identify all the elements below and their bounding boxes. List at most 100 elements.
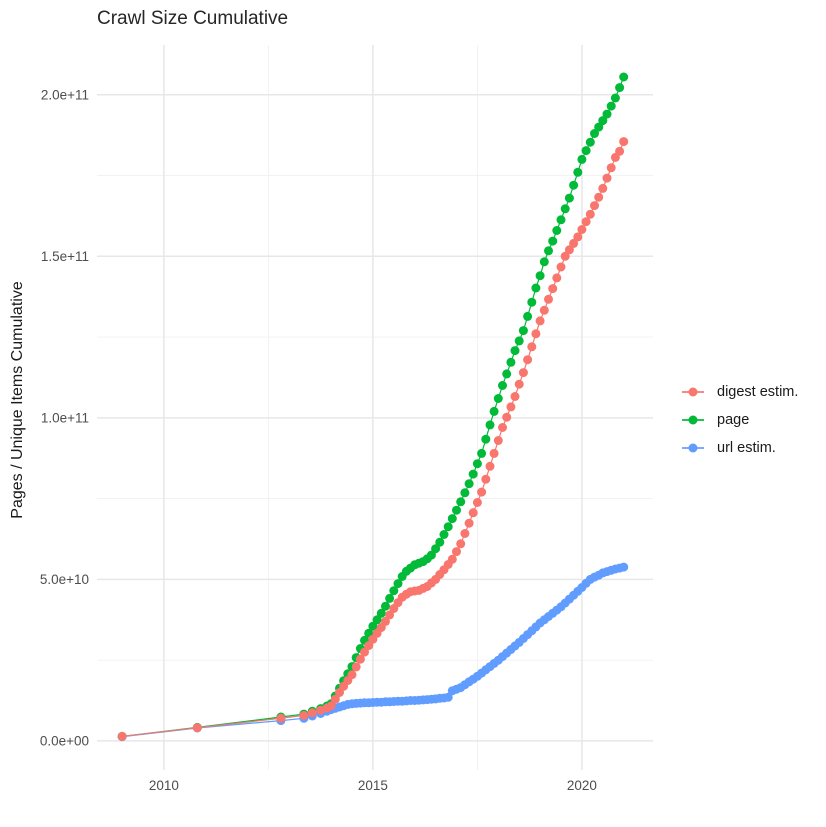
data-point-page — [439, 530, 449, 539]
legend-item-url-estim: url estim. — [682, 434, 798, 462]
data-point-page — [518, 326, 528, 336]
data-point-page — [393, 579, 403, 589]
data-point-page — [531, 283, 541, 293]
data-point-digest-estim — [523, 355, 533, 365]
data-point-digest-estim — [564, 245, 574, 255]
data-point-digest-estim — [468, 508, 478, 518]
x-tick-label: 2020 — [567, 778, 597, 793]
data-point-digest-estim — [539, 305, 549, 315]
data-point-page — [498, 381, 507, 390]
data-point-page — [594, 122, 604, 132]
data-point-page — [443, 522, 453, 532]
data-point-digest-estim — [577, 225, 587, 234]
data-point-digest-estim — [456, 539, 466, 549]
data-point-page — [573, 167, 583, 177]
data-point-page — [376, 608, 386, 618]
data-point-page — [581, 146, 591, 156]
data-point-page — [468, 469, 478, 479]
y-tick-label: 0.0e+00 — [40, 733, 89, 748]
data-point-digest-estim — [619, 137, 629, 147]
data-point-digest-estim — [276, 713, 286, 723]
data-point-digest-estim — [485, 461, 495, 471]
data-point-digest-estim — [615, 146, 625, 156]
data-point-digest-estim — [347, 670, 357, 680]
data-point-page — [481, 434, 491, 444]
data-point-page — [552, 226, 562, 235]
data-point-page — [431, 544, 441, 554]
data-point-digest-estim — [330, 694, 340, 704]
data-point-page — [523, 311, 533, 321]
data-point-url-estim — [619, 562, 629, 572]
legend-item-page: page — [682, 406, 798, 434]
y-tick-label: 1.0e+11 — [41, 410, 89, 425]
data-point-digest-estim — [355, 654, 365, 664]
data-point-page — [460, 488, 470, 498]
data-point-digest-estim — [498, 423, 507, 432]
data-point-digest-estim — [364, 641, 374, 651]
data-point-digest-estim — [299, 710, 309, 720]
data-point-page — [598, 116, 608, 126]
data-point-page — [610, 93, 620, 103]
data-point-digest-estim — [560, 251, 570, 261]
data-point-digest-estim — [326, 701, 336, 711]
data-point-digest-estim — [502, 412, 512, 422]
data-point-page — [385, 593, 395, 603]
data-point-digest-estim — [307, 708, 317, 718]
data-point-page — [472, 459, 482, 469]
data-point-digest-estim — [569, 238, 579, 248]
data-point-page — [585, 137, 595, 147]
data-point-digest-estim — [117, 731, 127, 741]
legend-label-page: page — [717, 412, 750, 428]
legend-key-digest-estim-icon — [682, 386, 704, 398]
data-point-digest-estim — [594, 192, 604, 202]
data-point-page — [569, 180, 579, 190]
data-point-page — [502, 369, 512, 379]
data-point-digest-estim — [531, 329, 541, 339]
data-point-digest-estim — [381, 616, 390, 626]
data-point-page — [489, 406, 499, 416]
data-point-digest-estim — [472, 498, 482, 507]
data-point-page — [514, 336, 524, 346]
data-point-digest-estim — [493, 436, 503, 445]
data-point-page — [606, 101, 616, 111]
data-point-page — [510, 346, 520, 356]
data-point-digest-estim — [581, 217, 591, 227]
data-point-page — [456, 497, 466, 507]
y-tick-label: 2.0e+11 — [41, 87, 89, 102]
data-point-digest-estim — [464, 518, 474, 528]
legend-key-url-estim-icon — [682, 442, 704, 454]
data-point-page — [548, 236, 558, 246]
x-tick-label: 2015 — [358, 778, 388, 793]
data-point-page — [539, 257, 549, 267]
data-point-page — [577, 154, 587, 164]
data-point-page — [506, 357, 516, 367]
data-point-digest-estim — [489, 448, 499, 458]
data-point-page — [560, 204, 570, 214]
data-point-page — [447, 514, 457, 524]
data-point-page — [556, 215, 566, 225]
legend-label-url-estim: url estim. — [717, 440, 776, 456]
data-point-digest-estim — [527, 342, 537, 352]
data-point-digest-estim — [351, 662, 361, 672]
y-tick-label: 5.0e+10 — [40, 572, 89, 587]
data-point-page — [619, 72, 629, 82]
data-point-digest-estim — [460, 529, 470, 538]
data-point-digest-estim — [447, 554, 457, 564]
data-point-page — [564, 193, 574, 203]
data-point-digest-estim — [385, 610, 395, 620]
data-point-page — [590, 129, 599, 138]
data-point-page — [477, 448, 487, 458]
data-point-digest-estim — [452, 547, 461, 557]
data-point-digest-estim — [585, 209, 595, 219]
data-point-digest-estim — [548, 284, 558, 294]
data-point-page — [544, 246, 553, 256]
x-tick-label: 2010 — [149, 778, 179, 793]
data-point-page — [527, 297, 537, 307]
data-point-digest-estim — [602, 173, 612, 183]
data-point-page — [452, 505, 461, 515]
data-point-digest-estim — [590, 201, 599, 211]
data-point-page — [426, 550, 436, 560]
legend: digest estim. page url estim. — [682, 378, 798, 462]
data-point-digest-estim — [514, 379, 524, 389]
